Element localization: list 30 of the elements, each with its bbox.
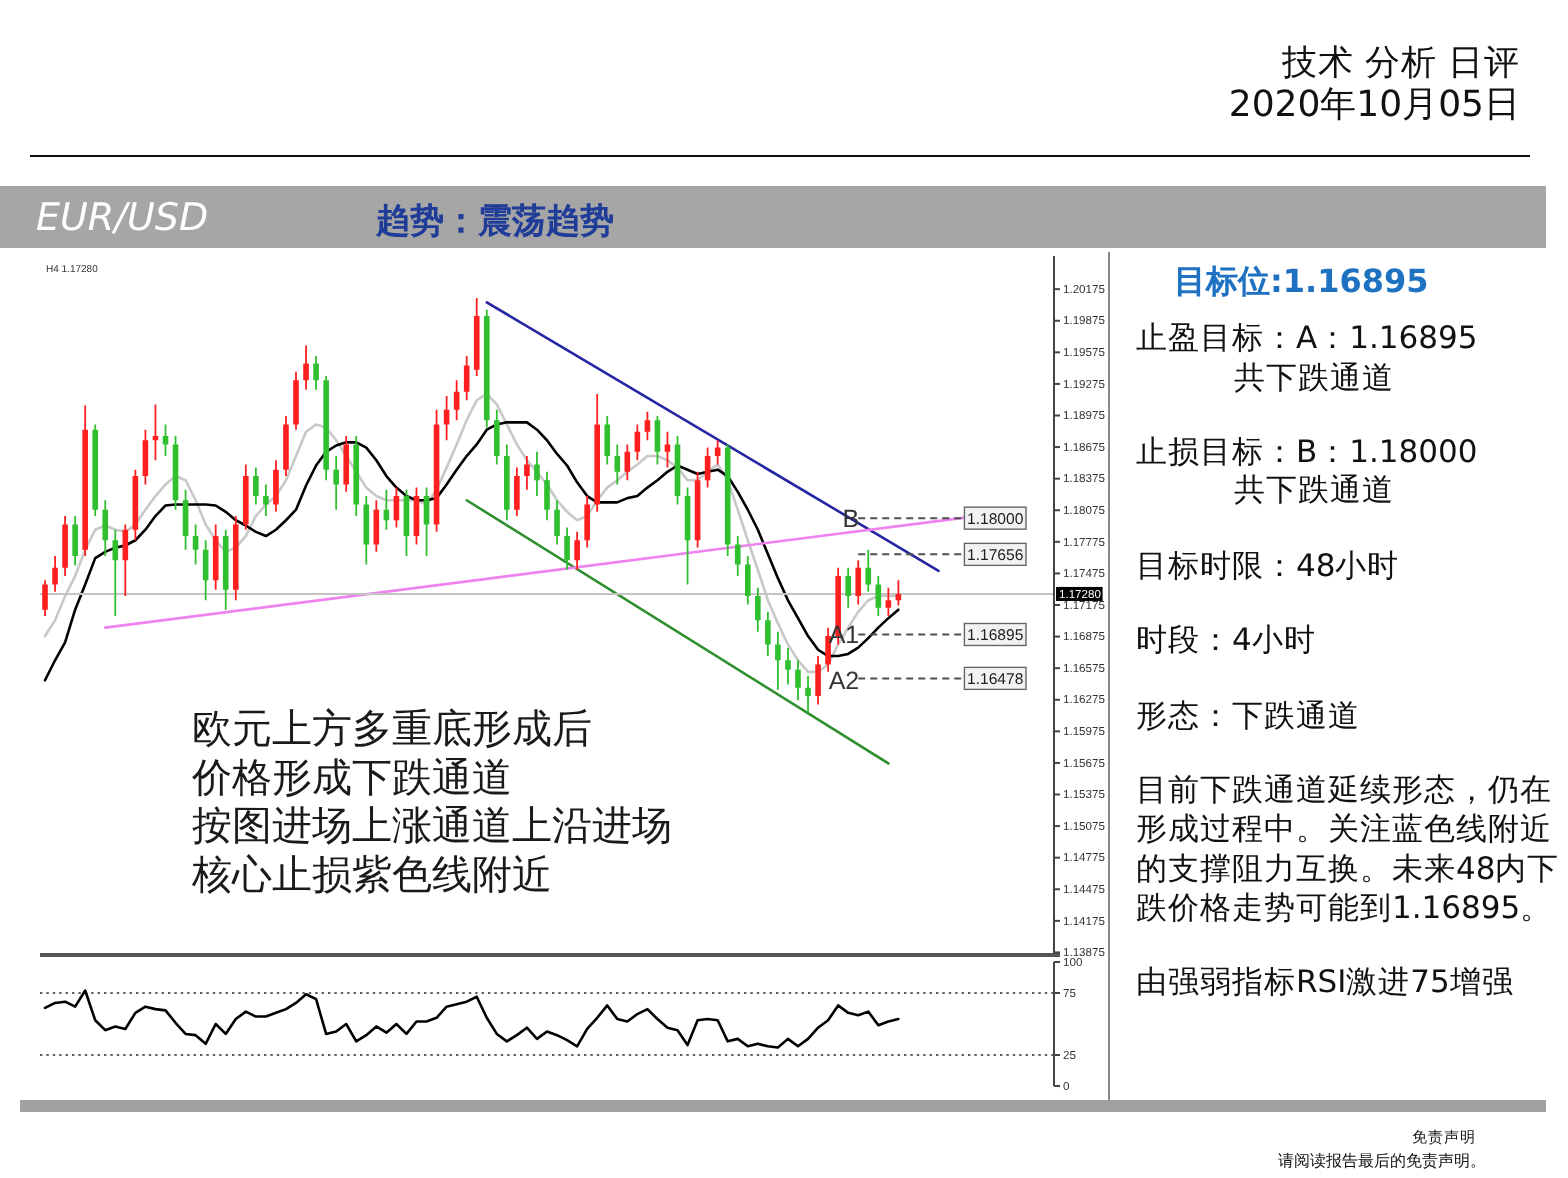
text: 技术 分析 日评 <box>1279 44 1520 84</box>
annotation: 核心止损紫色线附近 <box>190 853 552 898</box>
candlestick <box>775 631 781 690</box>
chart-subtitle: 趋势：震荡趋势 <box>374 202 614 242</box>
candlestick <box>534 451 540 497</box>
text: 共下跌通道 <box>1234 472 1394 508</box>
text: 止损目标：B：1.18000 <box>1136 434 1478 470</box>
candlestick <box>785 647 791 685</box>
text: 目标位:1.16895 <box>1174 262 1429 300</box>
annotation: 按图进场上涨通道上沿进场 <box>192 805 672 850</box>
text: 2020年10月05日 <box>1228 84 1520 126</box>
text: 共下跌通道 <box>1234 360 1394 396</box>
candlestick <box>805 676 811 712</box>
text: 目标时限：48小时 <box>1136 548 1400 584</box>
candlestick <box>524 456 530 490</box>
chart-title: EUR/USD <box>36 196 209 240</box>
annotation: A2 <box>828 667 860 695</box>
annotation: 欧元上方多重底形成后 <box>192 706 592 752</box>
text: 目前下跌通道延续形态，仍在形成过程中。关注蓝色线附近的支撑阻力互换。未来48内下跌价格走势可能到1.16895。 <box>1136 772 1560 927</box>
text: 由强弱指标RSI激进75增强 <box>1136 964 1514 1000</box>
text: 形态：下跌通道 <box>1136 698 1360 734</box>
candlestick <box>303 345 309 390</box>
text: 止盈目标：A：1.16895 <box>1136 320 1478 356</box>
candlestick <box>263 484 269 517</box>
text: 请阅读报告最后的免责声明。 <box>1278 1150 1486 1170</box>
text: 时段：4小时 <box>1136 622 1316 658</box>
candlestick <box>333 456 339 510</box>
line-series <box>43 989 900 1049</box>
candlestick <box>112 529 119 617</box>
annotation: 价格形成下跌通道 <box>190 756 512 801</box>
